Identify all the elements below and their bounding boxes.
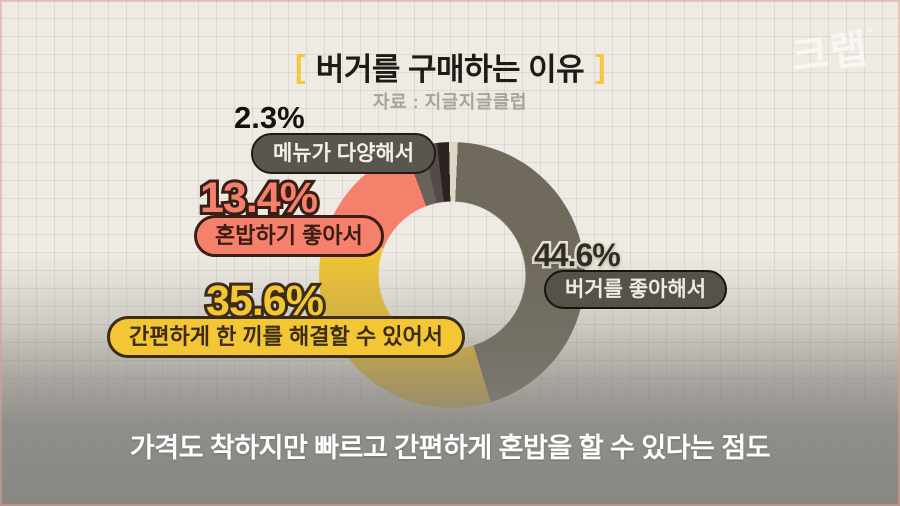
chart-title-text: 버거를 구매하는 이유 bbox=[315, 52, 585, 87]
chart-title: [ 버거를 구매하는 이유 ] bbox=[0, 44, 900, 89]
title-bracket-left: [ bbox=[294, 47, 305, 85]
data-source-text: 자료 : 지글지글클럽 bbox=[373, 92, 527, 112]
logo-degree-mark: ° bbox=[865, 22, 876, 44]
callout-label-like-burger: 버거를 좋아해서 bbox=[544, 270, 728, 310]
klab-watermark-logo: 크랩° bbox=[788, 15, 879, 83]
callout-pct-solo-meal: 13.4% bbox=[197, 174, 321, 223]
subtitle-caption: 가격도 착하지만 빠르고 간편하게 혼밥을 할 수 있다는 점도 bbox=[129, 433, 771, 463]
callout-pct-menu-variety: 2.3% bbox=[234, 100, 305, 135]
callout-label-quick-meal: 간편하게 한 끼를 해결할 수 있어서 bbox=[107, 316, 465, 359]
callout-label-solo-meal: 혼밥하기 좋아서 bbox=[194, 215, 384, 258]
title-bracket-right: ] bbox=[595, 47, 606, 85]
logo-text: 크랩 bbox=[789, 26, 872, 80]
callout-label-menu-variety: 메뉴가 다양해서 bbox=[251, 133, 437, 175]
callout-pct-like-burger: 44.6% bbox=[532, 237, 624, 274]
donut-chart bbox=[319, 142, 585, 408]
